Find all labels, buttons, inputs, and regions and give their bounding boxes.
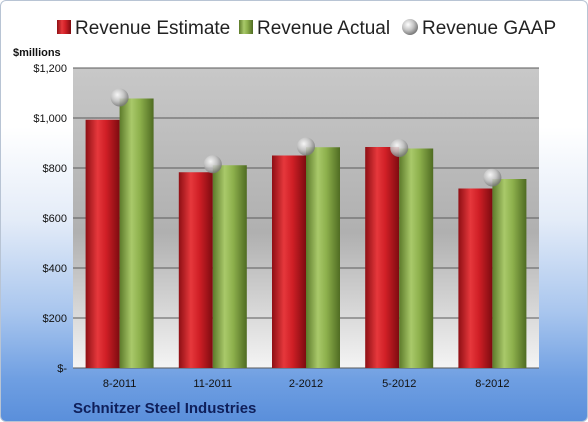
legend-label-actual: Revenue Actual <box>257 18 390 39</box>
y-axis: $- $200 $400 $600 $800 $1,000 $1,200 <box>33 63 67 375</box>
x-tick-label: 2-2012 <box>289 378 323 390</box>
x-axis: 8-2011 11-2011 2-2012 5-2012 8-2012 <box>103 378 510 390</box>
x-tick-label: 8-2011 <box>103 378 136 390</box>
bar-actual-8-2011 <box>119 98 154 368</box>
legend: Revenue Estimate Revenue Actual Revenue … <box>57 18 556 39</box>
legend-label-gaap: Revenue GAAP <box>422 18 556 39</box>
y-tick-label: $1,200 <box>33 63 67 75</box>
bar-actual-5-2012 <box>399 148 434 368</box>
legend-marker-gaap <box>402 19 418 35</box>
y-tick-label: $600 <box>43 213 67 225</box>
y-tick-label: $200 <box>43 313 67 325</box>
legend-swatch-actual <box>239 20 253 34</box>
gaap-markers <box>110 88 502 187</box>
legend-label-estimate: Revenue Estimate <box>75 18 230 39</box>
bar-estimate-8-2012 <box>458 188 493 368</box>
y-tick-label: $400 <box>43 263 67 275</box>
marker-gaap-11-2011 <box>203 155 222 174</box>
x-tick-label: 8-2012 <box>475 378 509 390</box>
unit-label: $millions <box>13 47 61 59</box>
bar-estimate-11-2011 <box>178 172 213 368</box>
bar-estimate-8-2011 <box>85 119 120 368</box>
company-name: Schnitzer Steel Industries <box>73 400 256 417</box>
legend-item-actual: Revenue Actual <box>239 18 390 39</box>
bar-estimate-2-2012 <box>272 155 306 368</box>
legend-swatch-estimate <box>57 20 71 34</box>
marker-gaap-5-2012 <box>390 139 409 157</box>
y-tick-label: $1,000 <box>33 113 67 125</box>
legend-item-gaap: Revenue GAAP <box>402 18 556 39</box>
y-tick-label: $- <box>57 363 67 375</box>
legend-item-estimate: Revenue Estimate <box>57 18 230 39</box>
x-tick-label: 11-2011 <box>193 378 232 390</box>
bar-actual-2-2012 <box>306 147 340 368</box>
bar-actual-8-2012 <box>492 179 527 368</box>
y-tick-label: $800 <box>43 163 67 175</box>
bar-actual-11-2011 <box>212 165 247 368</box>
bar-estimate-5-2012 <box>365 147 400 368</box>
marker-gaap-8-2012 <box>483 168 502 187</box>
marker-gaap-2-2012 <box>297 137 315 156</box>
bars <box>85 98 527 368</box>
x-tick-label: 5-2012 <box>382 378 416 390</box>
marker-gaap-8-2011 <box>110 88 129 107</box>
